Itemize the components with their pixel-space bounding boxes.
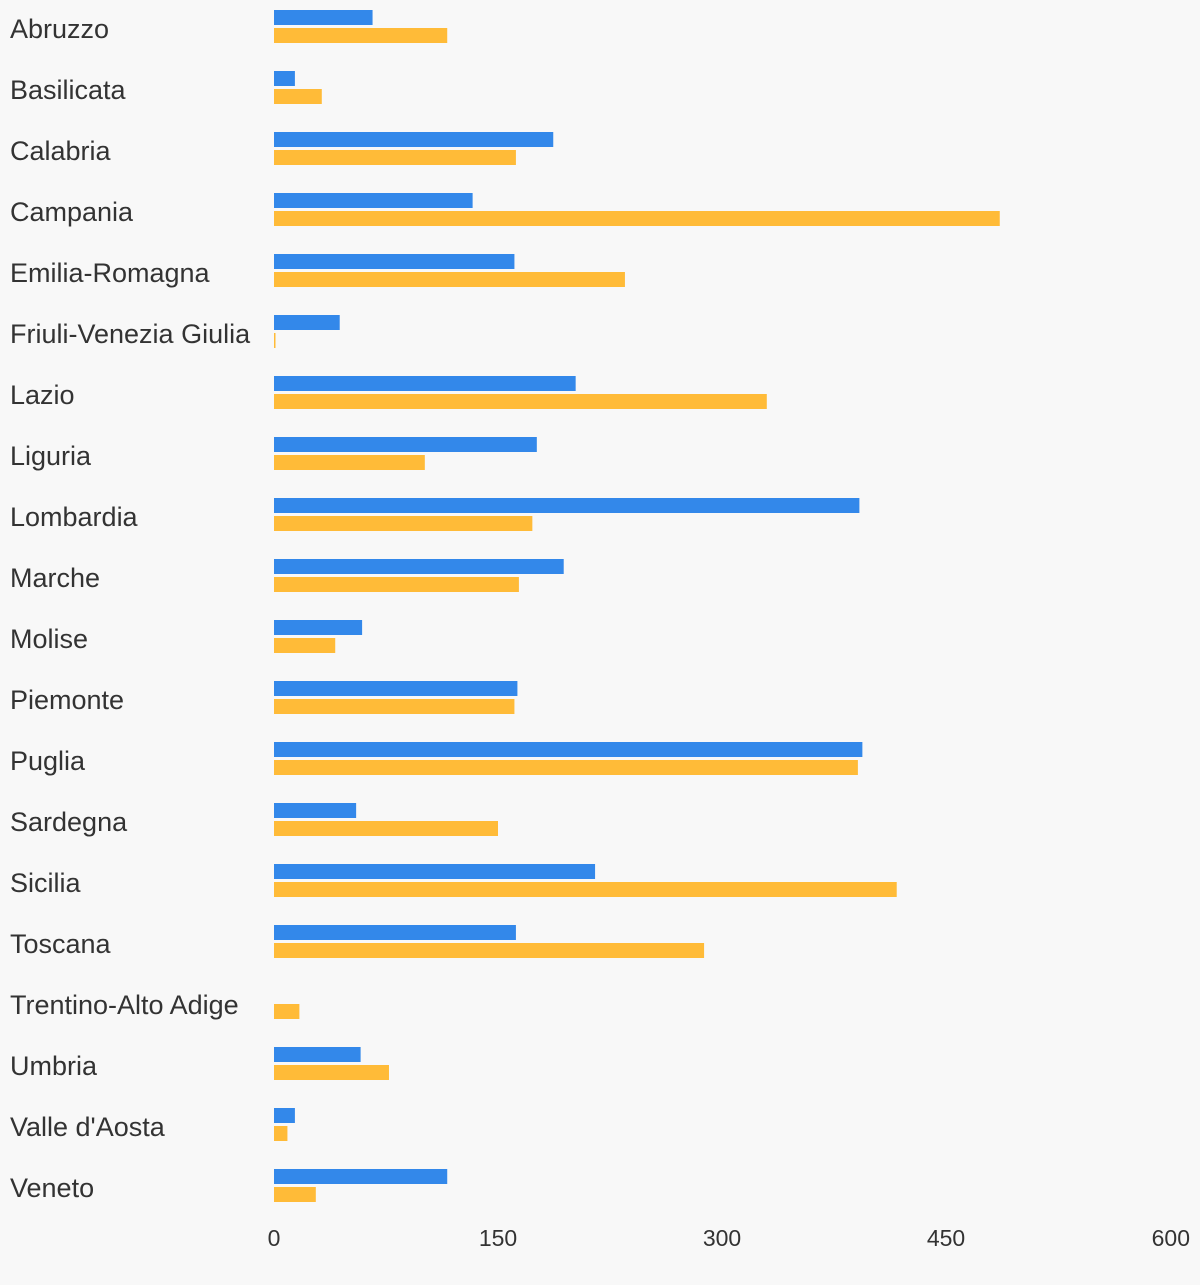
bar-series-1 [274, 1169, 448, 1184]
category-label: Friuli-Venezia Giulia [10, 319, 251, 349]
bar-series-2 [274, 455, 425, 470]
bar-series-1 [274, 254, 515, 269]
x-tick-label: 0 [268, 1225, 281, 1251]
category-label: Lazio [10, 380, 75, 410]
bar-series-1 [274, 376, 576, 391]
category-label: Lombardia [10, 502, 139, 532]
bars [274, 10, 1000, 1202]
bar-series-2 [274, 1187, 316, 1202]
category-label: Molise [10, 624, 88, 654]
bar-series-2 [274, 516, 533, 531]
category-label: Calabria [10, 136, 112, 166]
bar-series-2 [274, 882, 897, 897]
bar-series-1 [274, 437, 537, 452]
bar-series-1 [274, 620, 363, 635]
bar-series-1 [274, 10, 373, 25]
x-tick-label: 300 [703, 1225, 741, 1251]
bar-series-2 [274, 577, 519, 592]
bar-series-2 [274, 150, 516, 165]
bar-series-1 [274, 498, 860, 513]
x-axis-ticks: 0 150 300 450 600 [268, 1225, 1190, 1251]
category-label: Piemonte [10, 685, 124, 715]
bar-series-2 [274, 333, 276, 348]
bar-series-2 [274, 760, 858, 775]
bar-series-1 [274, 803, 357, 818]
bar-series-2 [274, 699, 515, 714]
bar-series-2 [274, 1065, 389, 1080]
bar-series-2 [274, 1004, 300, 1019]
bar-series-1 [274, 193, 473, 208]
bar-series-1 [274, 742, 863, 757]
category-label: Trentino-Alto Adige [10, 990, 239, 1020]
category-label: Abruzzo [10, 14, 109, 44]
bar-series-1 [274, 864, 596, 879]
bar-series-1 [274, 925, 516, 940]
bar-series-2 [274, 272, 625, 287]
category-label: Liguria [10, 441, 92, 471]
bar-series-1 [274, 315, 340, 330]
bar-series-2 [274, 394, 767, 409]
bar-series-1 [274, 1108, 295, 1123]
x-tick-label: 450 [927, 1225, 965, 1251]
category-label: Basilicata [10, 75, 127, 105]
bar-series-2 [274, 211, 1000, 226]
category-label: Marche [10, 563, 100, 593]
category-label: Puglia [10, 746, 86, 776]
category-label: Valle d'Aosta [10, 1112, 166, 1142]
category-label: Sardegna [10, 807, 128, 837]
category-label: Umbria [10, 1051, 98, 1081]
category-labels: Abruzzo Basilicata Calabria Campania Emilia-… [10, 14, 251, 1203]
bar-series-2 [274, 943, 705, 958]
category-label: Veneto [10, 1173, 94, 1203]
category-label: Emilia-Romagna [10, 258, 211, 288]
bar-series-1 [274, 559, 564, 574]
category-label: Sicilia [10, 868, 82, 898]
bar-series-1 [274, 1047, 361, 1062]
bar-series-1 [274, 132, 554, 147]
bar-series-2 [274, 89, 322, 104]
x-tick-label: 600 [1152, 1225, 1190, 1251]
bar-series-1 [274, 71, 295, 86]
bar-series-2 [274, 28, 448, 43]
x-tick-label: 150 [479, 1225, 517, 1251]
category-label: Toscana [10, 929, 112, 959]
bar-series-2 [274, 638, 336, 653]
bar-series-2 [274, 821, 498, 836]
category-label: Campania [10, 197, 134, 227]
bar-series-1 [274, 681, 518, 696]
bar-series-2 [274, 1126, 288, 1141]
